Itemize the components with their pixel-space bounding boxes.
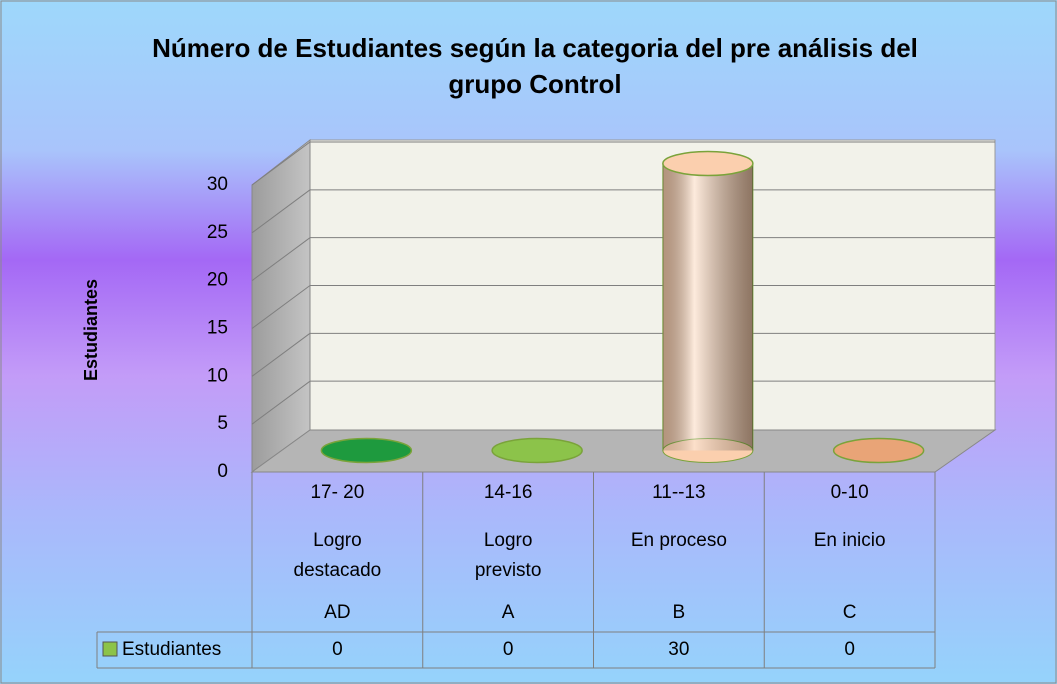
category-label: En proceso (630, 530, 727, 551)
category-label: 0-10 (830, 482, 869, 503)
table-value: 0 (844, 639, 855, 660)
y-axis-label: Estudiantes (81, 279, 101, 381)
grid-line (251, 285, 311, 329)
legend-key (102, 641, 118, 657)
y-tick-label: 0 (217, 461, 228, 482)
side-wall (251, 138, 311, 473)
grid-line (251, 332, 311, 377)
category-label: AD (324, 602, 351, 623)
category-label: 14-16 (483, 482, 533, 503)
y-tick-label: 20 (207, 270, 228, 291)
grid-line (251, 380, 311, 425)
chart-title: Número de Estudiantes según la categoria… (152, 33, 918, 99)
y-tick-label: 10 (207, 365, 228, 386)
category-label: En inicio (813, 530, 886, 551)
category-label: Logro destacado (293, 530, 382, 581)
grid-line (251, 141, 311, 186)
table-value: 0 (503, 639, 514, 660)
bar-top (491, 437, 583, 464)
category-cell: 0-10 En inicio C (764, 474, 935, 632)
y-tick-label: 25 (207, 222, 228, 243)
bar-top (320, 437, 413, 464)
category-cell: 14-16 Logro previsto A (423, 474, 594, 632)
category-label: B (672, 602, 686, 623)
y-tick-label: 5 (217, 413, 228, 434)
category-label: 11--13 (652, 482, 706, 503)
bar-top (832, 437, 925, 464)
y-tick-label: 15 (207, 318, 228, 339)
legend-label: Estudiantes (122, 639, 221, 660)
bar-top (662, 150, 754, 177)
bar-shade (662, 163, 753, 451)
category-label: A (501, 602, 515, 623)
grid-line (251, 237, 311, 282)
category-label: Logro previsto (474, 530, 542, 581)
floor (250, 429, 997, 473)
category-label: 17- 20 (310, 482, 365, 503)
table-value: 0 (332, 639, 343, 660)
grid-line (251, 189, 311, 234)
y-tick-label: 30 (207, 174, 228, 195)
table-value: 30 (668, 639, 689, 660)
category-cell: 17- 20 Logro destacado AD (252, 474, 423, 632)
category-label: C (842, 602, 857, 623)
category-cell: 11--13 En proceso B (594, 474, 765, 632)
